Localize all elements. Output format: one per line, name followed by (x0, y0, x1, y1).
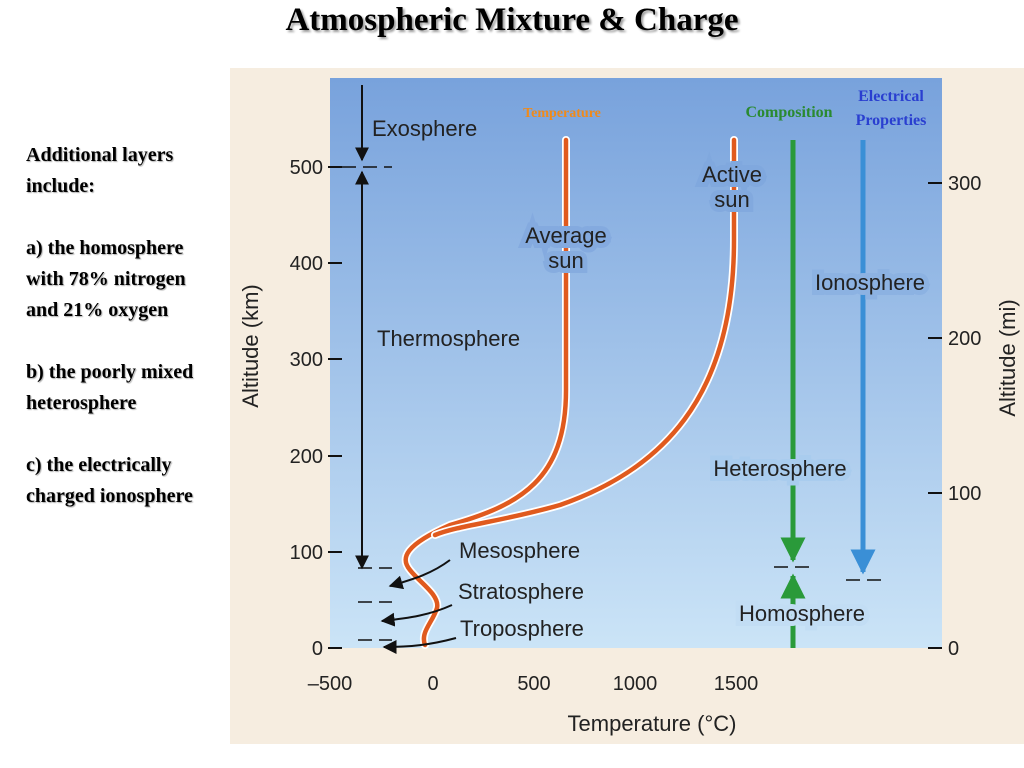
ionosphere-label: Ionosphere (815, 270, 925, 295)
y-left-axis-label: Altitude (km) (238, 284, 263, 407)
y-left-tick-0: 0 (312, 638, 323, 660)
notes-homosphere: a) the homosphere with 78% nitrogen and … (26, 237, 186, 321)
x-tick-1500: 1500 (714, 673, 759, 695)
heterosphere-label: Heterosphere (713, 456, 846, 481)
thermosphere-label: Thermosphere (377, 326, 520, 351)
temperature-header: Temperature (523, 106, 601, 121)
electrical-header-line2: Properties (856, 112, 927, 129)
x-tick-neg500: –500 (308, 673, 353, 695)
y-right-tick-300: 300 (948, 173, 981, 195)
active-sun-curve (432, 137, 737, 538)
troposphere-label: Troposphere (460, 616, 584, 641)
y-left-tick-400: 400 (290, 253, 323, 275)
y-right-tick-200: 200 (948, 328, 981, 350)
mesosphere-label: Mesosphere (459, 538, 580, 563)
right-axis-ticks (928, 182, 942, 649)
average-sun-label-line1: Average (525, 223, 607, 248)
homosphere-label: Homosphere (739, 601, 865, 626)
y-right-tick-100: 100 (948, 483, 981, 505)
stratosphere-label: Stratosphere (458, 579, 584, 604)
side-notes: Additional layers include: a) the homosp… (26, 140, 216, 512)
atmosphere-panel (330, 78, 942, 648)
notes-heterosphere: b) the poorly mixed heterosphere (26, 361, 194, 414)
notes-intro: Additional layers include: (26, 144, 174, 197)
y-right-tick-0: 0 (948, 638, 959, 660)
y-left-tick-200: 200 (290, 446, 323, 468)
x-tick-1000: 1000 (613, 673, 658, 695)
exosphere-label: Exosphere (372, 116, 477, 141)
atmosphere-diagram: Temperature Composition Electrical Prope… (230, 68, 1024, 744)
x-tick-0: 0 (427, 673, 438, 695)
x-tick-500: 500 (517, 673, 550, 695)
x-axis-label: Temperature (°C) (568, 711, 737, 736)
composition-header: Composition (745, 104, 832, 121)
left-axis-ticks (328, 166, 342, 649)
y-left-tick-300: 300 (290, 349, 323, 371)
y-left-tick-100: 100 (290, 542, 323, 564)
y-right-axis-label: Altitude (mi) (995, 299, 1020, 416)
active-sun-label-line1: Active (702, 162, 762, 187)
y-left-tick-500: 500 (290, 157, 323, 179)
average-sun-label-line2: sun (548, 248, 583, 273)
layer-leader-arrows (380, 559, 457, 654)
active-sun-label-line2: sun (714, 187, 749, 212)
notes-ionosphere: c) the electrically charged ionosphere (26, 454, 193, 507)
electrical-header-line1: Electrical (858, 88, 924, 105)
slide-title: Atmospheric Mixture & Charge (285, 2, 739, 38)
